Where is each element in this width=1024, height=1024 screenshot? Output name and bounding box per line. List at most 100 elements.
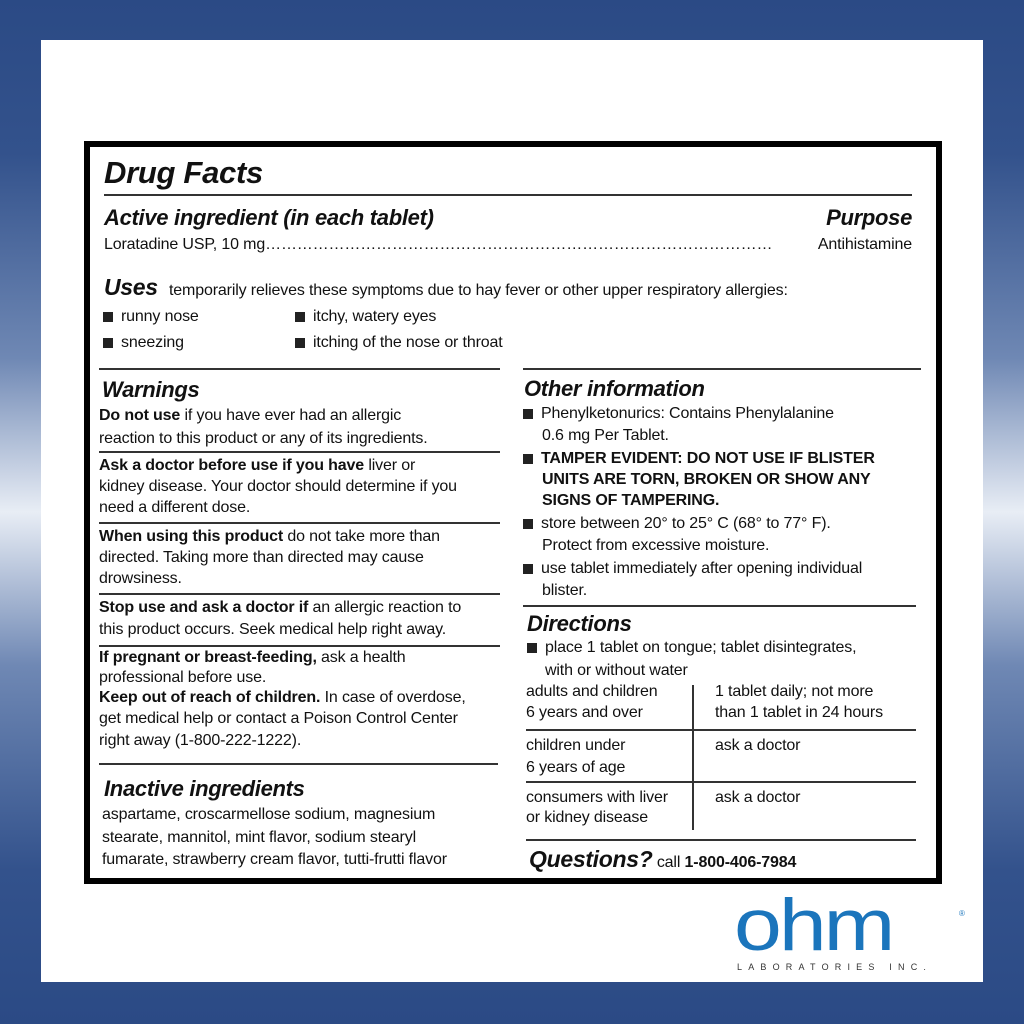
- dose-who: children under: [526, 737, 626, 754]
- directions-heading: Directions: [527, 611, 632, 636]
- table-column-divider: [692, 685, 694, 830]
- divider: [104, 194, 912, 196]
- divider: [99, 451, 500, 453]
- ohm-logo: ohm: [734, 884, 895, 966]
- dose-who: adults and children: [526, 683, 658, 700]
- use-item: itching of the nose or throat: [295, 333, 503, 353]
- questions-call: call: [656, 854, 681, 871]
- dose-amount: 1 tablet daily; not more: [715, 683, 874, 700]
- info-line: use tablet immediately after opening ind…: [523, 559, 862, 579]
- warning-lead: Keep out of reach of children.: [99, 689, 321, 706]
- dose-who: consumers with liver: [526, 789, 668, 806]
- drug-facts-title: Drug Facts: [104, 155, 263, 190]
- warning-line: right away (1-800-222-1222).: [99, 732, 302, 749]
- warning-line: directed. Taking more than directed may …: [99, 549, 424, 566]
- warning-text: if you have ever had an allergic: [180, 407, 402, 424]
- warning-text: an allergic reaction to: [308, 599, 462, 616]
- logo-subtitle: LABORATORIES INC.: [737, 962, 933, 972]
- warning-text: In case of overdose,: [320, 689, 466, 706]
- drug-facts-box: [84, 141, 942, 884]
- divider: [99, 593, 500, 595]
- warning-line: Stop use and ask a doctor if an allergic…: [99, 598, 461, 618]
- warning-line: kidney disease. Your doctor should deter…: [99, 478, 457, 495]
- use-item: runny nose: [103, 307, 199, 327]
- bullet-icon: [527, 643, 537, 653]
- divider: [523, 368, 921, 370]
- info-text: TAMPER EVIDENT: DO NOT USE IF BLISTER: [541, 450, 875, 467]
- warning-line: When using this product do not take more…: [99, 527, 440, 547]
- bullet-icon: [523, 454, 533, 464]
- ingredient-purpose: Antihistamine: [815, 235, 912, 255]
- warning-line: this product occurs. Seek medical help r…: [99, 621, 447, 638]
- warning-line: Do not use if you have ever had an aller…: [99, 406, 401, 426]
- dose-amount: ask a doctor: [715, 789, 801, 806]
- warning-line: reaction to this product or any of its i…: [99, 430, 428, 447]
- table-divider: [526, 781, 916, 783]
- divider: [526, 839, 916, 841]
- use-text: itching of the nose or throat: [313, 334, 503, 351]
- uses-heading: Uses: [104, 274, 158, 300]
- warning-line: Keep out of reach of children. In case o…: [99, 688, 466, 708]
- bullet-icon: [103, 338, 113, 348]
- divider: [99, 522, 500, 524]
- info-line: TAMPER EVIDENT: DO NOT USE IF BLISTER: [523, 449, 875, 469]
- dose-who: or kidney disease: [526, 809, 648, 826]
- other-info-heading: Other information: [524, 376, 705, 401]
- use-item: itchy, watery eyes: [295, 307, 436, 327]
- purpose-heading: Purpose: [826, 205, 912, 230]
- use-text: runny nose: [121, 308, 199, 325]
- dose-who: 6 years and over: [526, 704, 643, 721]
- use-text: sneezing: [121, 334, 184, 351]
- info-line: SIGNS OF TAMPERING.: [542, 492, 720, 509]
- warning-lead: If pregnant or breast-feeding,: [99, 649, 317, 666]
- info-text: use tablet immediately after opening ind…: [541, 560, 863, 577]
- dose-amount: than 1 tablet in 24 hours: [715, 704, 883, 721]
- divider: [523, 605, 916, 607]
- dose-who: 6 years of age: [526, 759, 626, 776]
- info-line: UNITS ARE TORN, BROKEN OR SHOW ANY: [542, 471, 871, 488]
- warning-text: do not take more than: [283, 528, 440, 545]
- use-item: sneezing: [103, 333, 184, 353]
- warnings-heading: Warnings: [102, 377, 200, 402]
- bullet-icon: [295, 338, 305, 348]
- ingredient-name: Loratadine USP, 10 mg: [104, 236, 266, 253]
- warning-line: Ask a doctor before use if you have live…: [99, 456, 415, 476]
- registered-mark: ®: [959, 909, 965, 918]
- questions-phone[interactable]: 1-800-406-7984: [684, 854, 797, 871]
- warning-lead: Do not use: [99, 407, 181, 424]
- divider: [99, 763, 498, 765]
- bullet-icon: [523, 564, 533, 574]
- direction-line: place 1 tablet on tongue; tablet disinte…: [527, 638, 857, 658]
- divider: [99, 645, 500, 647]
- warning-line: get medical help or contact a Poison Con…: [99, 710, 458, 727]
- warning-lead: Ask a doctor before use if you have: [99, 457, 365, 474]
- warning-line: professional before use.: [99, 669, 267, 686]
- dot-leader: ……………………………………………………………………………………: [265, 236, 773, 253]
- questions-row: Questions? call 1-800-406-7984: [529, 846, 796, 877]
- inactive-line: fumarate, strawberry cream flavor, tutti…: [102, 851, 447, 868]
- bullet-icon: [295, 312, 305, 322]
- info-line: store between 20° to 25° C (68° to 77° F…: [523, 514, 831, 534]
- bullet-icon: [103, 312, 113, 322]
- direction-line: with or without water: [545, 662, 688, 679]
- warning-text: ask a health: [316, 649, 406, 666]
- info-line: blister.: [542, 582, 588, 599]
- active-ingredient-heading: Active ingredient (in each tablet): [104, 205, 434, 230]
- dose-amount: ask a doctor: [715, 737, 801, 754]
- use-text: itchy, watery eyes: [313, 308, 437, 325]
- bullet-icon: [523, 409, 533, 419]
- ingredient-row: Loratadine USP, 10 mg……………………………………………………: [104, 235, 912, 255]
- bullet-icon: [523, 519, 533, 529]
- uses-intro: temporarily relieves these symptoms due …: [169, 282, 788, 299]
- info-text: Phenylketonurics: Contains Phenylalanine: [541, 405, 834, 422]
- info-line: Protect from excessive moisture.: [542, 537, 770, 554]
- warning-line: need a different dose.: [99, 499, 251, 516]
- warning-lead: When using this product: [99, 528, 284, 545]
- info-text: store between 20° to 25° C (68° to 77° F…: [541, 515, 831, 532]
- direction-text: place 1 tablet on tongue; tablet disinte…: [545, 639, 857, 656]
- info-line: Phenylketonurics: Contains Phenylalanine: [523, 404, 834, 424]
- warning-lead: Stop use and ask a doctor if: [99, 599, 309, 616]
- warning-text: liver or: [364, 457, 416, 474]
- questions-heading: Questions?: [529, 846, 653, 872]
- warning-line: If pregnant or breast-feeding, ask a hea…: [99, 648, 406, 668]
